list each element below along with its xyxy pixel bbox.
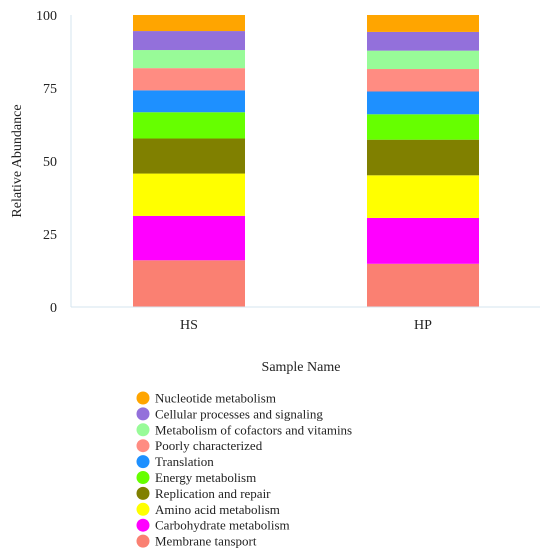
x-tick-labels: HS HP bbox=[180, 318, 432, 333]
y-tick-label: 0 bbox=[50, 301, 57, 316]
axis-layer bbox=[70, 15, 540, 308]
y-tick-label: 100 bbox=[36, 9, 57, 24]
bar-segment-hp-replication-and-repair bbox=[367, 139, 479, 176]
bar-segment-hp-cellular-processes-and-signaling bbox=[367, 31, 479, 51]
bar-segment-hp-amino-acid-metabolism bbox=[367, 175, 479, 218]
bar-segment-hs-amino-acid-metabolism bbox=[133, 173, 245, 216]
y-tick-label: 75 bbox=[43, 82, 57, 97]
bar-segment-hp-translation bbox=[367, 91, 479, 115]
bar-segment-hs-energy-metabolism bbox=[133, 112, 245, 139]
y-tick-labels: 0 25 50 75 100 bbox=[36, 9, 57, 316]
legend-label-nucleotide-metabolism: Nucleotide metabolism bbox=[155, 391, 276, 406]
bar-segment-hp-carbohydrate-metabolism bbox=[367, 217, 479, 264]
bar-segment-hs-metabolism-of-cofactors-and-vitamins bbox=[133, 50, 245, 69]
bar-segment-hs-poorly-characterized bbox=[133, 68, 245, 91]
bar-segment-hp-energy-metabolism bbox=[367, 114, 479, 140]
bar-segment-hp-poorly-characterized bbox=[367, 69, 479, 92]
bar-segment-hp-membrane-tansport bbox=[367, 263, 479, 307]
legend-label-amino-acid-metabolism: Amino acid metabolism bbox=[155, 502, 280, 517]
legend-swatch-replication-and-repair bbox=[136, 486, 150, 500]
y-tick-label: 25 bbox=[43, 228, 57, 243]
legend-swatch-translation bbox=[136, 455, 150, 469]
bar-segment-hs-nucleotide-metabolism bbox=[133, 15, 245, 32]
x-tick-label-hp: HP bbox=[414, 318, 432, 333]
legend-swatch-energy-metabolism bbox=[136, 471, 150, 484]
bar-segment-hs-membrane-tansport bbox=[133, 260, 245, 307]
legend-swatch-nucleotide-metabolism bbox=[136, 391, 150, 405]
legend-label-translation: Translation bbox=[155, 454, 214, 469]
legend-label-cellular-processes-and-signaling: Cellular processes and signaling bbox=[155, 406, 323, 421]
legend-label-replication-and-repair: Replication and repair bbox=[155, 486, 271, 501]
legend-swatch-poorly-characterized bbox=[136, 439, 150, 453]
legend-swatch-amino-acid-metabolism bbox=[136, 502, 150, 516]
bar-segment-hp-nucleotide-metabolism bbox=[367, 15, 479, 32]
legend-swatch-cellular-processes-and-signaling bbox=[136, 407, 150, 421]
x-axis-title: Sample Name bbox=[262, 360, 341, 375]
bars-layer bbox=[133, 15, 479, 307]
legend-swatch-carbohydrate-metabolism bbox=[136, 518, 150, 532]
x-tick-label-hs: HS bbox=[180, 318, 198, 333]
legend-label-carbohydrate-metabolism: Carbohydrate metabolism bbox=[155, 518, 290, 533]
legend-label-energy-metabolism: Energy metabolism bbox=[155, 470, 256, 485]
legend-label-membrane-tansport: Membrane tansport bbox=[155, 534, 257, 549]
y-axis-title: Relative Abundance bbox=[10, 104, 25, 217]
legend-label-poorly-characterized: Poorly characterized bbox=[155, 438, 263, 453]
y-tick-label: 50 bbox=[43, 155, 57, 170]
bar-segment-hs-cellular-processes-and-signaling bbox=[133, 31, 245, 51]
bar-segment-hs-translation bbox=[133, 90, 245, 113]
legend-swatch-metabolism-of-cofactors-and-vitamins bbox=[136, 423, 150, 437]
bar-segment-hs-replication-and-repair bbox=[133, 138, 245, 174]
legend-label-metabolism-of-cofactors-and-vitamins: Metabolism of cofactors and vitamins bbox=[155, 422, 352, 437]
bar-segment-hp-metabolism-of-cofactors-and-vitamins bbox=[367, 50, 479, 70]
legend-swatch-membrane-tansport bbox=[136, 534, 150, 548]
bar-segment-hs-carbohydrate-metabolism bbox=[133, 215, 245, 261]
